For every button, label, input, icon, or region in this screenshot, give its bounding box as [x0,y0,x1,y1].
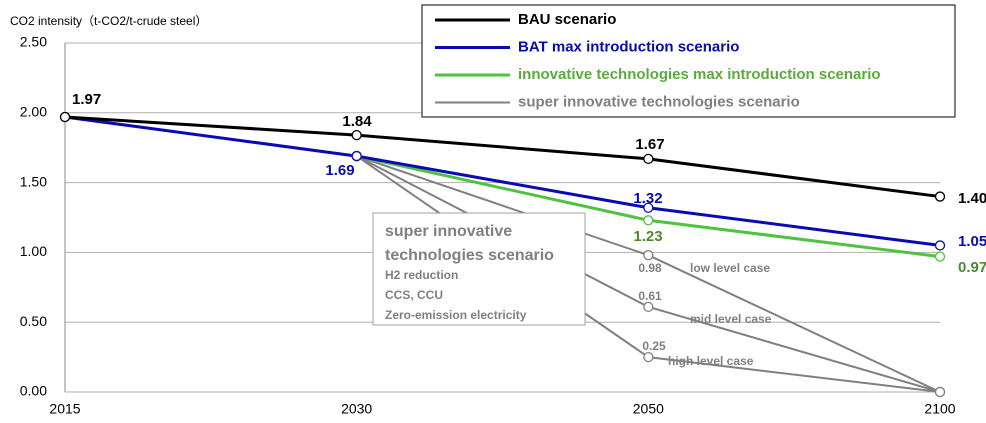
data-label: 1.97 [72,91,101,108]
data-point [643,301,654,312]
data-label: 1.67 [635,136,664,153]
data-point [934,191,946,202]
data-label: 1.84 [342,113,372,130]
data-point [643,215,654,226]
data-label: 1.23 [633,228,662,245]
data-point [934,251,946,262]
x-tick-label: 2015 [49,401,80,417]
y-tick-label: 1.00 [20,243,47,259]
series-line [64,115,941,247]
x-tick-label: 2100 [924,401,955,417]
data-point [351,129,362,141]
data-point [643,153,654,165]
data-point [934,240,946,251]
series-line [64,115,941,199]
case-value-label: 0.25 [642,339,666,353]
annotation-title: technologies scenario [385,247,554,264]
x-tick-label: 2030 [341,401,372,417]
data-point [934,386,946,398]
legend-label: BAT max introduction scenario [518,38,739,55]
legend-label: BAU scenario [518,11,616,28]
annotation-item: Zero-emission electricity [385,308,527,322]
y-axis-label: CO2 intensity（t-CO2/t-crude steel） [10,14,207,28]
data-point [351,150,362,162]
legend-label: innovative technologies max introduction… [518,66,881,83]
data-point [59,111,71,123]
x-tick-label: 2050 [633,401,664,417]
data-label: 0.97 [958,259,986,276]
y-tick-label: 0.50 [20,313,47,329]
legend-label: super innovative technologies scenario [518,93,800,110]
data-point [643,250,654,261]
data-point [643,202,654,213]
y-tick-label: 2.50 [20,34,47,50]
legend-box [421,4,956,118]
annotation-item: CCS, CCU [385,288,443,302]
y-tick-label: 0.00 [20,383,47,399]
data-label: 1.05 [958,233,986,250]
data-label: 1.40 [958,190,986,207]
data-point [643,351,654,363]
data-label: 1.69 [325,162,354,179]
case-label: low level case [690,261,770,275]
annotation-box [372,212,586,326]
case-label: mid level case [690,312,772,326]
annotation-title: super innovative [385,223,512,240]
case-label: high level case [668,354,754,368]
case-value-label: 0.98 [638,261,662,275]
y-tick-label: 2.00 [20,104,47,120]
data-label: 1.32 [633,190,662,207]
case-value-label: 0.61 [638,289,662,303]
y-tick-label: 1.50 [20,173,47,189]
annotation-item: H2 reduction [385,268,458,282]
